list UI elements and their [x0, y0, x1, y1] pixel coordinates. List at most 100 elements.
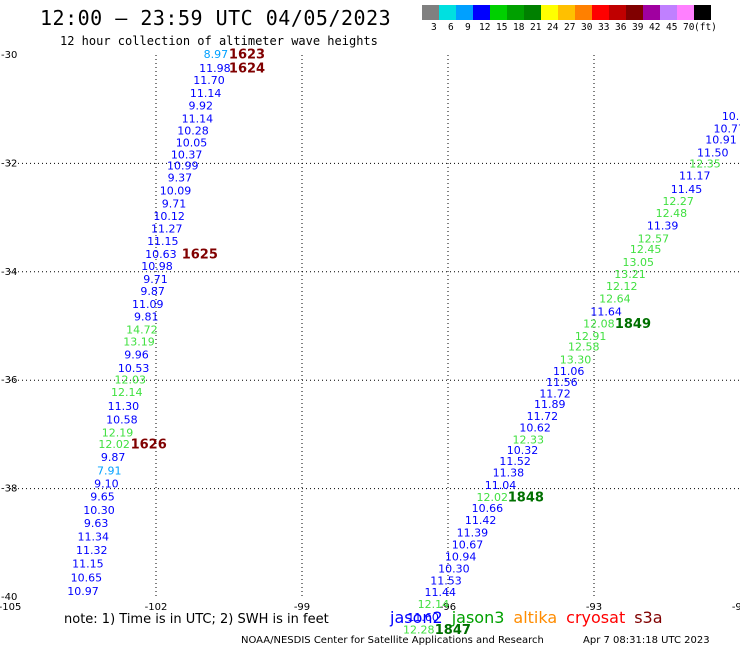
- data-point-label: 8.97: [204, 48, 229, 61]
- y-tick-label: -30: [1, 50, 17, 61]
- data-point-label: 11.52: [499, 455, 531, 468]
- y-tick-label: -36: [1, 375, 17, 386]
- legend-swatch: [609, 5, 626, 20]
- legend-label: 3: [431, 22, 437, 33]
- data-point-label: 12.12: [606, 280, 638, 293]
- data-point-label: 14.72: [126, 323, 158, 336]
- data-point-label: 11.15: [147, 235, 179, 248]
- chart-axes: -105 -102 -99 -96 -93 -90 -30 -32 -34 -36 -38 -40: [0, 50, 740, 613]
- data-point-label: 12.64: [599, 292, 631, 305]
- legend-label: 27: [564, 22, 576, 33]
- data-point-label: 12.27: [662, 195, 694, 208]
- x-tick-label: -90: [732, 602, 740, 613]
- data-point-label: 10.99: [167, 160, 199, 173]
- legend-swatch: [456, 5, 473, 20]
- page-title: 12:00 – 23:59 UTC 04/05/2023: [40, 6, 392, 30]
- data-point-label: 9.37: [168, 172, 193, 185]
- legend-label: (ft): [694, 22, 717, 33]
- data-point-label: 11.14: [182, 112, 214, 125]
- legend-label: 21: [530, 22, 542, 33]
- data-point-label: 12.58: [568, 341, 600, 354]
- data-point-label: 12.35: [689, 157, 721, 170]
- data-point-label: 13.19: [123, 335, 155, 348]
- data-point-label: 11.60: [407, 611, 439, 624]
- data-point-label: 12.57: [638, 232, 670, 245]
- data-point-label: 10.53: [118, 362, 150, 375]
- legend-swatch: [422, 5, 439, 20]
- data-point-label: 11.53: [430, 574, 462, 587]
- data-point-label: 9.63: [84, 517, 109, 530]
- time-label: 1847: [435, 623, 471, 638]
- data-point-label: 10.58: [106, 413, 138, 426]
- satellite-cryosat: cryosat: [566, 608, 626, 627]
- legend-label: 12: [479, 22, 491, 33]
- legend-swatch: [524, 5, 541, 20]
- legend-label: 30: [581, 22, 593, 33]
- legend-label: 15: [496, 22, 508, 33]
- x-tick-label: -102: [145, 602, 168, 613]
- legend-label: 6: [448, 22, 454, 33]
- time-label: 1624: [229, 62, 265, 77]
- data-point-label: 13.30: [560, 354, 592, 367]
- data-point-label: 10.12: [153, 210, 185, 223]
- data-point-label: 11.15: [72, 557, 104, 570]
- y-tick-label: -34: [1, 267, 17, 278]
- data-point-label: 12.19: [102, 426, 134, 439]
- data-point-label: 11.44: [424, 586, 456, 599]
- time-label: 1848: [508, 490, 544, 505]
- time-label: 1623: [229, 48, 265, 63]
- legend-label: 70: [683, 22, 695, 33]
- legend-swatch: [507, 5, 524, 20]
- data-point-label: 12.28: [403, 624, 435, 637]
- data-point-label: 9.96: [124, 348, 149, 361]
- satellite-legend: jason2 jason3 altika cryosat s3a: [390, 608, 672, 627]
- legend-swatch: [677, 5, 694, 20]
- legend-swatch: [660, 5, 677, 20]
- data-point-label: 11.89: [534, 398, 566, 411]
- x-tick-label: -96: [440, 602, 456, 613]
- data-point-label: 10.66: [472, 502, 504, 515]
- y-tick-label: -40: [1, 592, 17, 603]
- satellite-jason2: jason2: [390, 608, 443, 627]
- chart-grid: [10, 55, 740, 597]
- legend-swatch: [473, 5, 490, 20]
- legend-label: 9: [465, 22, 471, 33]
- data-point-label: 9.87: [101, 451, 126, 464]
- legend-swatch: [490, 5, 507, 20]
- data-point-label: 12.14: [111, 386, 143, 399]
- data-point-label: 11.50: [697, 147, 729, 160]
- legend-swatch: [626, 5, 643, 20]
- time-label: 1849: [615, 317, 651, 332]
- data-point-label: 12.45: [630, 243, 662, 256]
- data-point-label: 11.27: [151, 223, 183, 236]
- data-point-label: 11.72: [527, 410, 559, 423]
- data-point-label: 9.87: [140, 285, 165, 298]
- legend-swatch: [558, 5, 575, 20]
- chart-points: 8.9711.9811.7011.149.9211.1410.2810.0510…: [67, 48, 740, 637]
- legend-swatch: [439, 5, 456, 20]
- x-tick-label: -93: [586, 602, 602, 613]
- time-label: 1625: [182, 247, 218, 262]
- data-point-label: 9.71: [143, 273, 168, 286]
- footer-note: note: 1) Time is in UTC; 2) SWH is in fe…: [64, 612, 329, 627]
- legend-label: 36: [615, 22, 627, 33]
- data-point-label: 10.30: [83, 504, 115, 517]
- legend-label: 39: [632, 22, 644, 33]
- legend-swatch: [592, 5, 609, 20]
- data-point-label: 11.30: [108, 400, 140, 413]
- data-point-label: 10.28: [177, 124, 209, 137]
- data-point-label: 11.64: [590, 305, 622, 318]
- satellite-jason3: jason3: [451, 608, 505, 627]
- data-point-label: 11.45: [671, 183, 703, 196]
- data-point-label: 12.48: [656, 207, 688, 220]
- data-point-label: 13.21: [614, 268, 646, 281]
- time-label: 1626: [131, 438, 167, 453]
- legend-swatch: [541, 5, 558, 20]
- data-point-label: 10.91: [705, 134, 737, 147]
- data-point-label: 10.67: [452, 539, 484, 552]
- data-point-label: 11.39: [457, 527, 489, 540]
- legend-swatch: [643, 5, 660, 20]
- legend-swatch: [575, 5, 592, 20]
- data-point-label: 11.39: [647, 219, 679, 232]
- data-point-label: 11.98: [199, 62, 231, 75]
